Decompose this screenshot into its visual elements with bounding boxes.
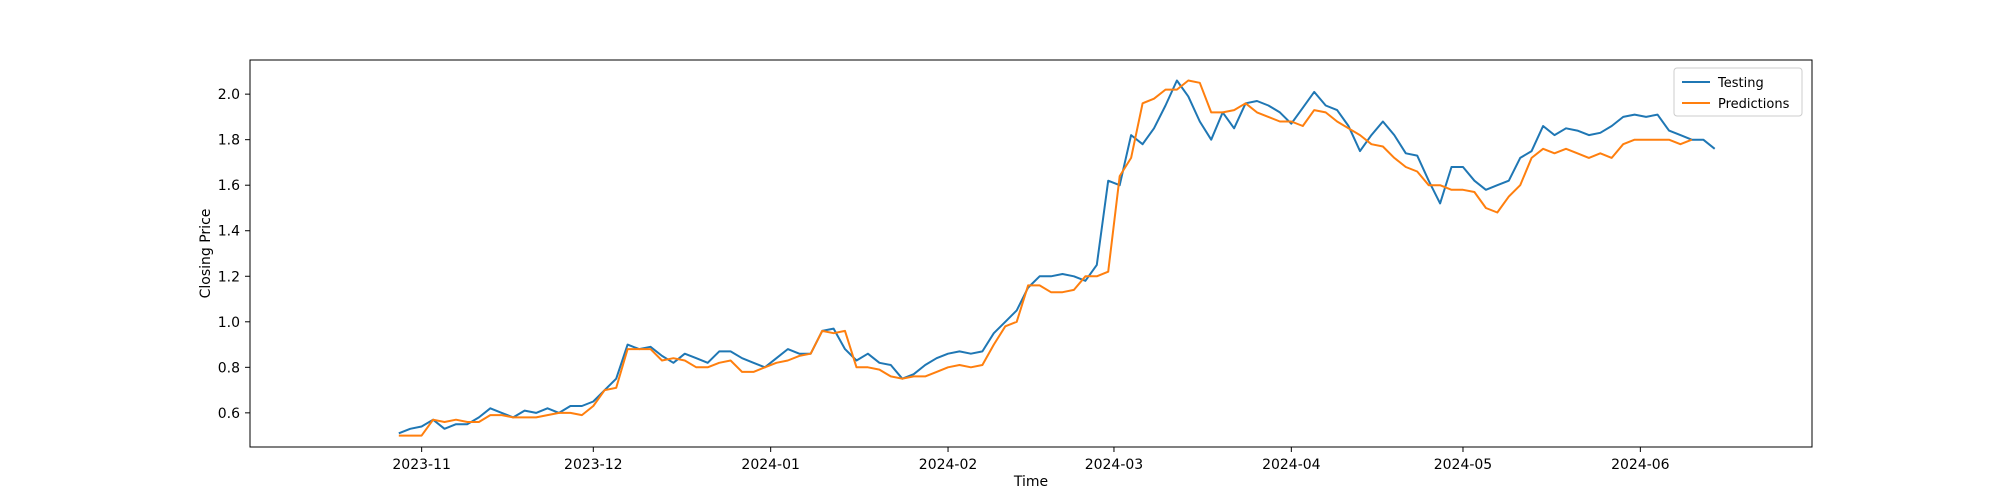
x-axis-label: Time	[1013, 474, 1048, 490]
y-tick-label: 0.6	[218, 406, 240, 422]
x-tick-label: 2023-11	[392, 457, 451, 473]
x-tick-label: 2024-01	[741, 457, 800, 473]
legend-label-predictions: Predictions	[1718, 97, 1790, 112]
y-tick-label: 1.2	[218, 269, 240, 285]
x-tick-label: 2023-12	[564, 457, 623, 473]
x-tick-label: 2024-06	[1611, 457, 1670, 473]
series-layer	[398, 79, 1716, 437]
legend: Testing Predictions	[1673, 67, 1803, 117]
y-tick-label: 2.0	[218, 87, 240, 103]
y-axis: 0.6 0.8 1.0 1.2 1.4 1.6 1.8 2.0	[218, 87, 250, 422]
y-tick-label: 1.0	[218, 315, 240, 331]
y-tick-label: 1.4	[218, 224, 240, 240]
y-axis-label: Closing Price	[198, 209, 214, 299]
y-tick-label: 0.8	[218, 360, 240, 376]
x-tick-label: 2024-02	[919, 457, 978, 473]
x-tick-label: 2024-03	[1085, 457, 1144, 473]
x-tick-label: 2024-04	[1262, 457, 1321, 473]
plot-frame	[249, 59, 1813, 448]
x-axis: 2023-11 2023-12 2024-01 2024-02 2024-03 2024-…	[392, 447, 1670, 473]
series-line-testing	[398, 79, 1716, 435]
series-line-predictions	[398, 79, 1693, 437]
y-tick-label: 1.6	[218, 178, 240, 194]
y-tick-label: 1.8	[218, 133, 240, 149]
legend-label-testing: Testing	[1717, 76, 1764, 91]
x-tick-label: 2024-05	[1434, 457, 1493, 473]
